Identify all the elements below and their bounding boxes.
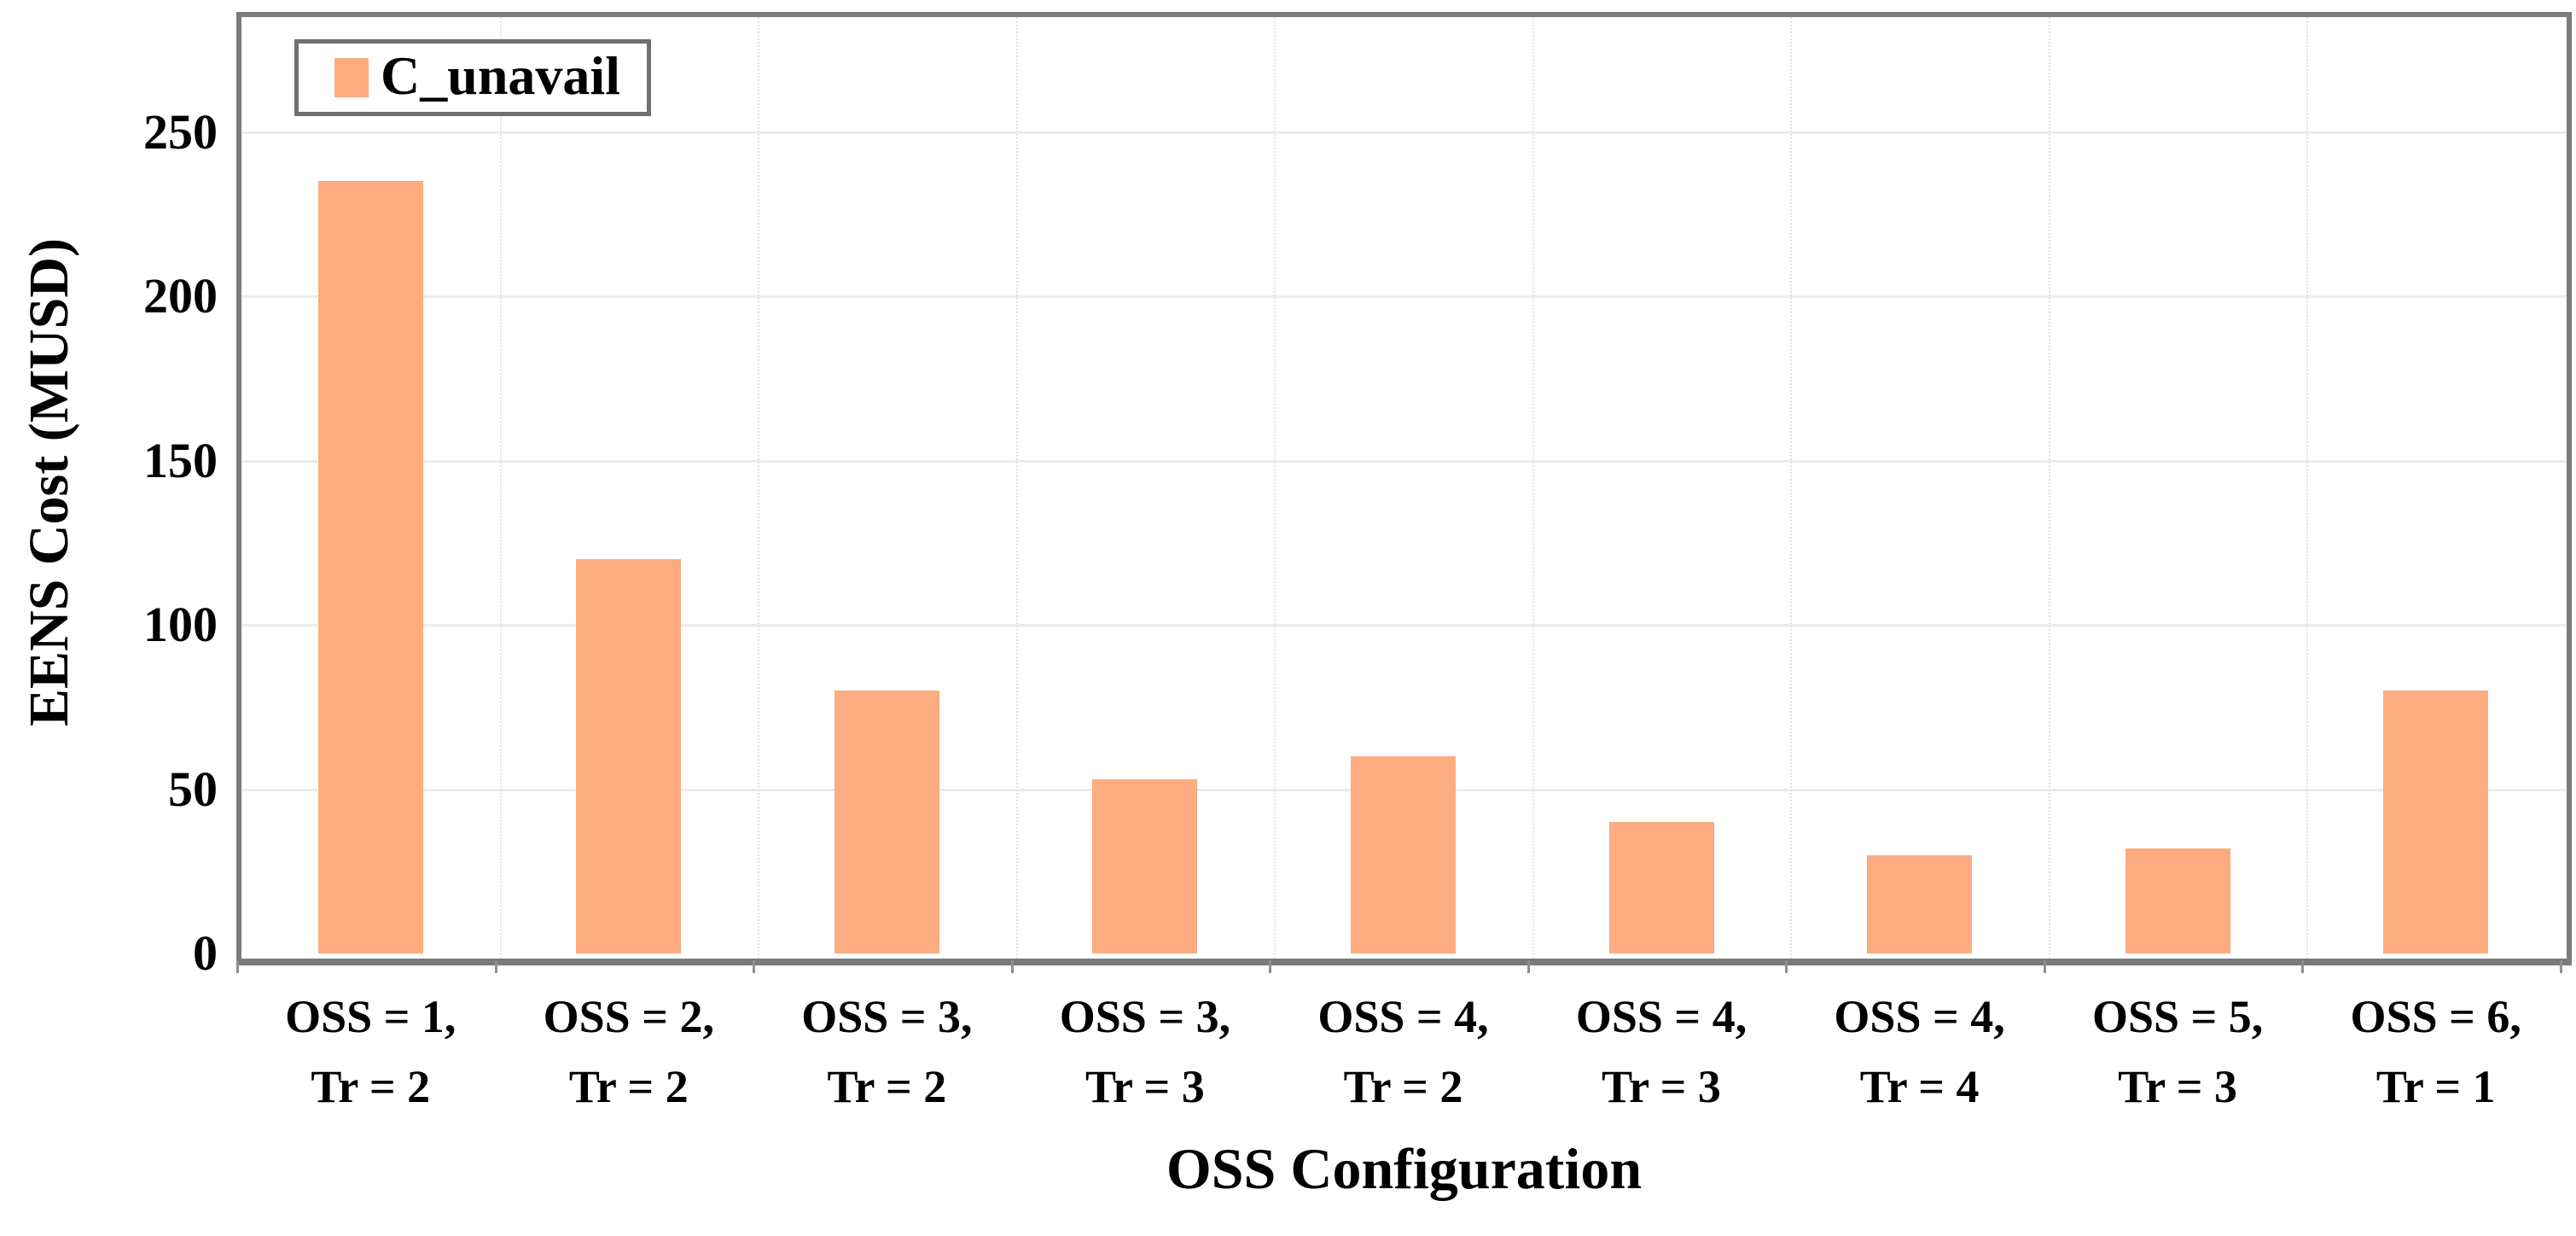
plot-inner	[241, 17, 2567, 959]
x-tick-label-6: OSS = 4, Tr = 3	[1532, 982, 1791, 1122]
x-tick-line1: OSS = 3,	[801, 991, 973, 1042]
x-axis-tick-mark-8	[2301, 960, 2304, 973]
x-tick-label-4: OSS = 3, Tr = 3	[1016, 982, 1275, 1122]
h-gridline-150	[241, 459, 2567, 463]
x-tick-label-3: OSS = 3, Tr = 2	[758, 982, 1016, 1122]
h-gridline-250	[241, 131, 2567, 134]
v-gridline-2	[758, 17, 759, 959]
y-tick-label-250: 250	[143, 103, 218, 160]
x-tick-line2: Tr = 2	[311, 1061, 431, 1112]
bar-5	[1351, 756, 1456, 953]
v-gridline-7	[2049, 17, 2050, 959]
x-tick-line1: OSS = 1,	[285, 991, 456, 1042]
bar-4	[1092, 779, 1197, 953]
x-tick-line1: OSS = 4,	[1575, 991, 1747, 1042]
x-tick-line1: OSS = 4,	[1317, 991, 1489, 1042]
x-axis-tick-mark-4	[1269, 960, 1271, 973]
bar-9	[2383, 691, 2488, 953]
h-gridline-200	[241, 295, 2567, 299]
legend: C_unavail	[294, 39, 651, 116]
x-axis-tick-mark-0	[236, 960, 239, 973]
bar-1	[318, 181, 423, 953]
bar-3	[834, 691, 939, 953]
x-axis-tick-mark-1	[495, 960, 497, 973]
x-tick-label-5: OSS = 4, Tr = 2	[1274, 982, 1532, 1122]
x-tick-label-7: OSS = 4, Tr = 4	[1790, 982, 2049, 1122]
x-axis-tick-mark-3	[1011, 960, 1014, 973]
v-gridline-4	[1274, 17, 1276, 959]
x-tick-label-1: OSS = 1, Tr = 2	[241, 982, 500, 1122]
v-gridline-5	[1532, 17, 1534, 959]
x-tick-label-8: OSS = 5, Tr = 3	[2049, 982, 2307, 1122]
y-tick-label-200: 200	[143, 268, 218, 324]
x-tick-line2: Tr = 2	[827, 1061, 947, 1112]
x-axis-title: OSS Configuration	[1166, 1136, 1643, 1201]
x-axis-tick-mark-7	[2044, 960, 2046, 973]
y-tick-label-0: 0	[193, 925, 218, 981]
x-tick-line1: OSS = 5,	[2091, 991, 2264, 1042]
bar-7	[1867, 855, 1972, 953]
x-axis-tick-mark-9	[2560, 960, 2562, 973]
bar-2	[576, 559, 681, 953]
bar-6	[1609, 822, 1714, 953]
x-tick-line2: Tr = 2	[568, 1061, 689, 1112]
x-tick-line1: OSS = 6,	[2350, 991, 2521, 1042]
plot-area: C_unavail	[236, 12, 2572, 965]
x-tick-line2: Tr = 3	[2118, 1061, 2238, 1112]
h-gridline-100	[241, 624, 2567, 627]
v-gridline-1	[500, 17, 502, 959]
y-tick-label-100: 100	[143, 597, 218, 653]
legend-label: C_unavail	[381, 45, 620, 106]
x-tick-line2: Tr = 3	[1085, 1061, 1205, 1112]
v-gridline-3	[1016, 17, 1018, 959]
y-tick-label-50: 50	[168, 761, 218, 817]
v-gridline-8	[2306, 17, 2308, 959]
x-tick-line1: OSS = 2,	[543, 991, 714, 1042]
x-tick-line1: OSS = 4,	[1834, 991, 2005, 1042]
x-tick-line2: Tr = 4	[1859, 1061, 1980, 1112]
x-tick-line2: Tr = 3	[1602, 1061, 1721, 1112]
x-tick-line2: Tr = 1	[2375, 1061, 2496, 1112]
x-tick-line1: OSS = 3,	[1059, 991, 1231, 1042]
bar-8	[2125, 848, 2230, 953]
legend-swatch-icon	[334, 58, 369, 97]
x-axis-tick-mark-5	[1527, 960, 1530, 973]
x-tick-label-9: OSS = 6, Tr = 1	[2306, 982, 2565, 1122]
v-gridline-6	[1790, 17, 1792, 959]
y-tick-label-150: 150	[143, 432, 218, 488]
x-tick-label-2: OSS = 2, Tr = 2	[500, 982, 759, 1122]
x-axis-tick-mark-2	[753, 960, 755, 973]
x-axis-tick-mark-6	[1785, 960, 1788, 973]
x-tick-line2: Tr = 2	[1343, 1061, 1463, 1112]
